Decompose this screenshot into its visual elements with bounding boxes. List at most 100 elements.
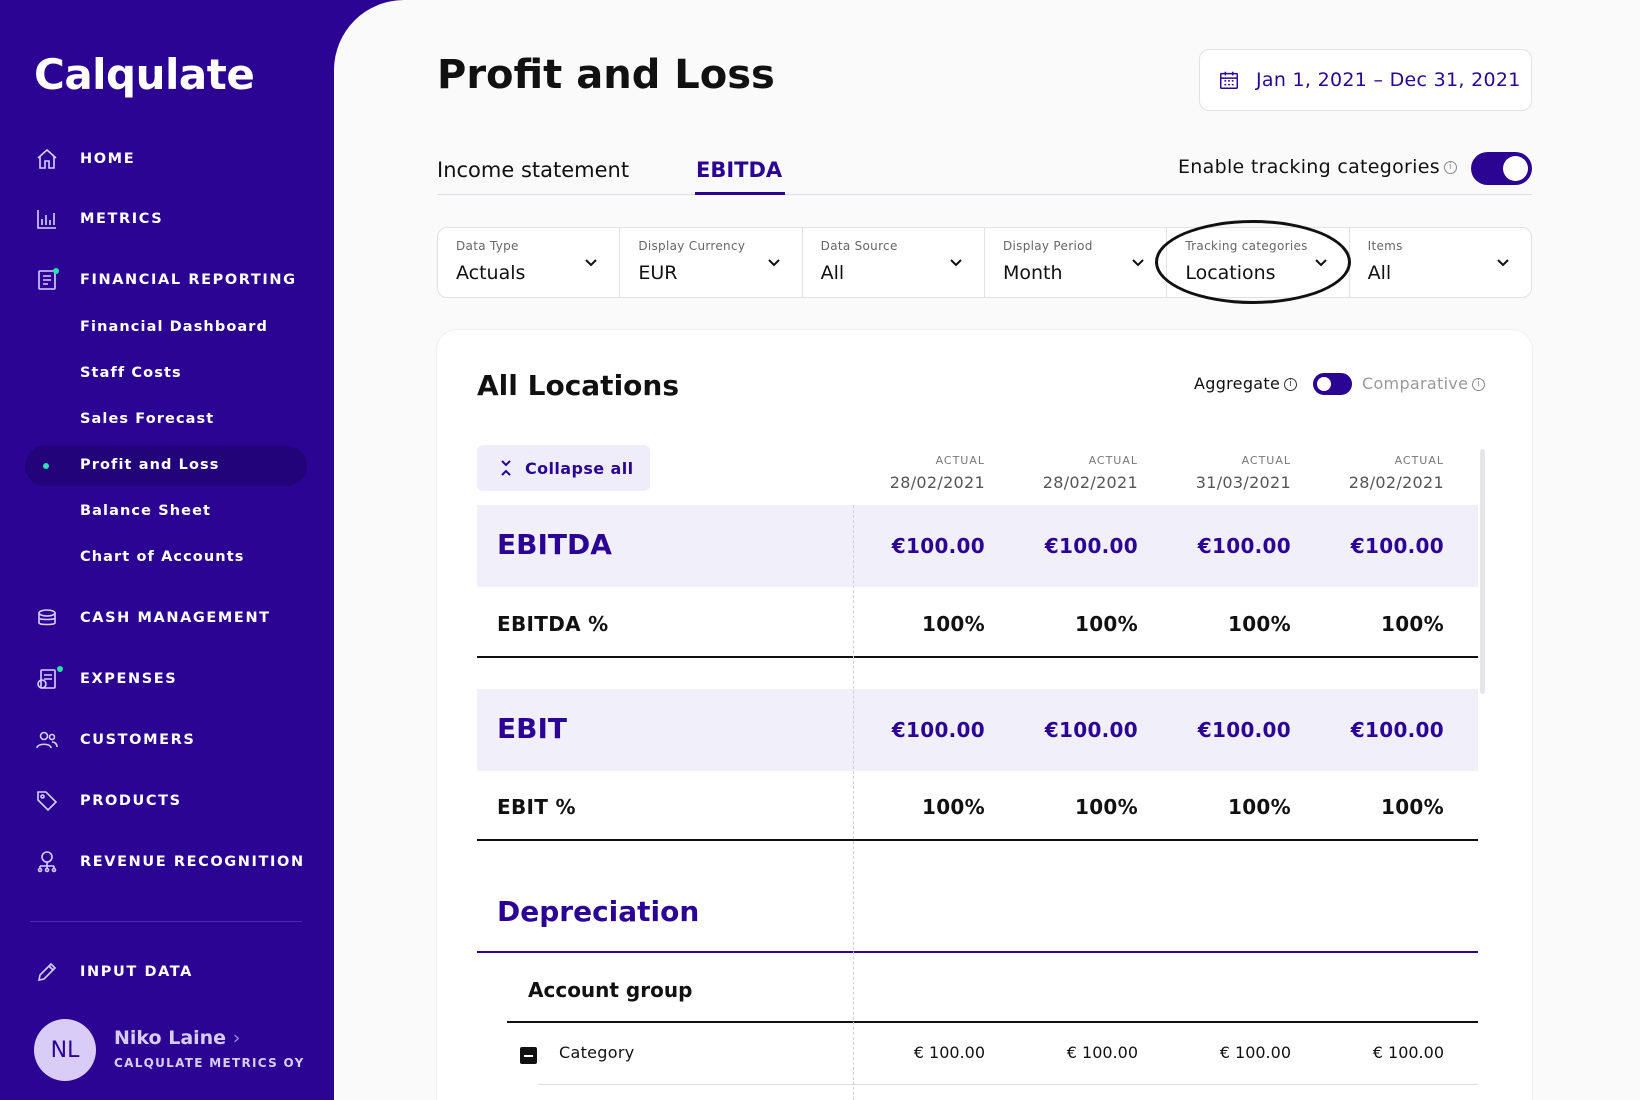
row-value: €100.00 (1044, 718, 1138, 742)
aggregate-comparative-toggle[interactable] (1313, 373, 1352, 395)
row-value: €100.00 (891, 534, 985, 558)
info-icon[interactable]: i (1443, 161, 1457, 174)
collapse-category-checkbox[interactable] (520, 1047, 537, 1064)
sidebar-item-label: CUSTOMERS (80, 732, 196, 748)
column-header: ACTUAL 28/02/2021 (845, 454, 985, 492)
column-header: ACTUAL 28/02/2021 (998, 454, 1138, 492)
filter-value: Actuals (456, 262, 526, 284)
row-label: EBITDA % (497, 612, 609, 636)
chevron-down-icon (1495, 254, 1511, 270)
aggregate-text: Aggregate (1194, 374, 1281, 393)
filter-data-type[interactable]: Data Type Actuals (438, 228, 621, 297)
row-value: €100.00 (1044, 534, 1138, 558)
sidebar-corner-curve (334, 0, 474, 140)
section-divider (477, 951, 1478, 953)
filter-value: All (1367, 262, 1392, 284)
report-icon (34, 267, 60, 293)
sidebar-subitem-financial-dashboard[interactable]: Financial Dashboard (80, 319, 269, 335)
sidebar-item-home[interactable]: HOME (34, 144, 135, 174)
tab-ebitda[interactable]: EBITDA (696, 158, 783, 182)
active-indicator-dot (43, 463, 49, 469)
sidebar-subitem-profit-and-loss[interactable]: Profit and Loss (80, 457, 220, 473)
sidebar-item-customers[interactable]: CUSTOMERS (34, 725, 195, 755)
column-date: 31/03/2021 (1195, 473, 1291, 492)
sidebar-item-products[interactable]: PRODUCTS (34, 786, 182, 816)
tracking-categories-toggle[interactable] (1471, 152, 1532, 185)
chevron-down-icon (1130, 254, 1146, 270)
bar-chart-icon (34, 206, 60, 232)
account-group-label[interactable]: Account group (528, 978, 693, 1002)
sidebar-subitem-sales-forecast[interactable]: Sales Forecast (80, 411, 215, 427)
user-name-text: Niko Laine (114, 1027, 227, 1049)
row-label: EBIT % (497, 795, 576, 819)
collapse-icon (501, 460, 511, 476)
collapse-all-button[interactable]: Collapse all (477, 445, 650, 491)
sidebar-subitem-staff-costs[interactable]: Staff Costs (80, 365, 182, 381)
filter-label: Display Currency (638, 239, 746, 253)
filter-display-period[interactable]: Display Period Month (985, 228, 1168, 297)
row-value: € 100.00 (913, 1043, 985, 1062)
app-logo[interactable]: Calqulate (34, 50, 255, 99)
receipt-icon (34, 666, 60, 692)
row-value: 100% (922, 612, 985, 636)
user-name[interactable]: Niko Laine › (114, 1027, 240, 1049)
sidebar-item-label: CASH MANAGEMENT (80, 610, 271, 626)
filter-value: EUR (638, 262, 678, 284)
sidebar-subitem-balance-sheet[interactable]: Balance Sheet (80, 503, 212, 519)
row-label: EBITDA (497, 528, 612, 561)
column-header: ACTUAL 28/02/2021 (1304, 454, 1444, 492)
filter-label: Data Type (456, 239, 519, 253)
table-row-ebitda[interactable] (477, 505, 1478, 587)
filter-items[interactable]: Items All (1350, 228, 1531, 297)
tabs-divider (437, 194, 1532, 195)
sidebar-item-label: FINANCIAL REPORTING (80, 272, 297, 288)
sidebar: Calqulate HOME METRICS FINANCIAL REPORTI… (0, 0, 334, 1100)
info-icon[interactable]: i (1284, 378, 1298, 391)
user-avatar[interactable]: NL (34, 1019, 96, 1081)
row-value: 100% (1075, 612, 1138, 636)
column-date: 28/02/2021 (1348, 473, 1444, 492)
sidebar-item-input-data[interactable]: INPUT DATA (34, 957, 193, 987)
filter-display-currency[interactable]: Display Currency EUR (620, 228, 803, 297)
chevron-down-icon (948, 254, 964, 270)
sidebar-item-label: EXPENSES (80, 671, 178, 687)
column-type: ACTUAL (1394, 454, 1444, 467)
column-header: ACTUAL 31/03/2021 (1151, 454, 1291, 492)
table-row-ebit[interactable] (477, 689, 1478, 771)
sidebar-item-cash-management[interactable]: CASH MANAGEMENT (34, 603, 271, 633)
row-value: 100% (1228, 795, 1291, 819)
filter-data-source[interactable]: Data Source All (803, 228, 985, 297)
row-value: €100.00 (1350, 718, 1444, 742)
row-divider (538, 1084, 1478, 1085)
active-tab-indicator (695, 192, 785, 195)
column-date: 28/02/2021 (889, 473, 985, 492)
chevron-down-icon (766, 254, 782, 270)
tracking-categories-label: Enable tracking categories i (1178, 156, 1457, 178)
sidebar-subitem-chart-of-accounts[interactable]: Chart of Accounts (80, 549, 245, 565)
sidebar-item-financial-reporting[interactable]: FINANCIAL REPORTING (34, 265, 297, 295)
row-value: € 100.00 (1066, 1043, 1138, 1062)
row-value: 100% (1228, 612, 1291, 636)
row-value: 100% (1381, 795, 1444, 819)
notification-badge (57, 666, 63, 672)
tab-income-statement[interactable]: Income statement (437, 158, 630, 182)
sidebar-item-metrics[interactable]: METRICS (34, 204, 163, 234)
sidebar-item-revenue-recognition[interactable]: REVENUE RECOGNITION (34, 847, 305, 877)
date-range-text: Jan 1, 2021 – Dec 31, 2021 (1256, 69, 1521, 91)
sidebar-item-label: METRICS (80, 211, 164, 227)
user-organization: CALQULATE METRICS OY (114, 1056, 305, 1070)
sidebar-item-label: HOME (80, 151, 136, 167)
row-divider (477, 656, 1478, 658)
users-icon (34, 727, 60, 753)
info-icon[interactable]: i (1472, 378, 1486, 391)
home-icon (34, 146, 60, 172)
comparative-text: Comparative (1362, 374, 1469, 393)
page-title: Profit and Loss (437, 52, 775, 98)
row-value: € 100.00 (1372, 1043, 1444, 1062)
chevron-right-icon: › (232, 1027, 241, 1049)
date-range-picker[interactable]: Jan 1, 2021 – Dec 31, 2021 (1199, 49, 1532, 111)
section-title-depreciation[interactable]: Depreciation (497, 895, 700, 928)
scrollbar[interactable] (1480, 449, 1485, 694)
sidebar-item-expenses[interactable]: EXPENSES (34, 664, 177, 694)
pencil-icon (34, 959, 60, 985)
